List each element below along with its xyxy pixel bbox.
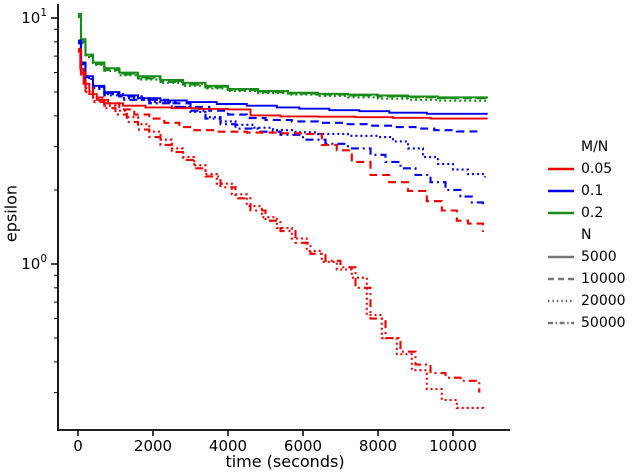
x-tick-label: 2000 xyxy=(134,437,172,455)
legend-line-swatch xyxy=(548,276,574,282)
legend-header-label: M/N xyxy=(581,139,609,155)
legend-item-label: 10000 xyxy=(581,271,626,287)
legend-item-label: 0.2 xyxy=(581,205,604,221)
legend-line-swatch xyxy=(548,188,574,194)
y-axis-label: epsilon xyxy=(1,184,21,243)
legend-line-swatch xyxy=(548,254,574,260)
legend-line-swatch xyxy=(548,166,574,172)
legend-line-swatch xyxy=(548,210,574,216)
legend-item-0-2: 0.2 xyxy=(548,202,638,224)
legend-item-label: 5000 xyxy=(581,249,617,265)
legend-line-swatch xyxy=(548,298,574,304)
legend-item-50000: 50000 xyxy=(548,312,638,334)
x-tick-label: 10000 xyxy=(429,437,477,455)
series-mn0.05-n20000 xyxy=(78,50,485,410)
legend-item-5000: 5000 xyxy=(548,246,638,268)
legend-item-10000: 10000 xyxy=(548,268,638,290)
legend-item-0-05: 0.05 xyxy=(548,158,638,180)
y-tick-label: 100 xyxy=(21,253,47,273)
series-mn0.1-n50000 xyxy=(78,42,485,207)
series-mn0.2-n50000 xyxy=(78,13,488,99)
x-axis-label: time (seconds) xyxy=(225,452,345,471)
legend-item-label: 0.1 xyxy=(581,183,604,199)
legend-item-label: 0.05 xyxy=(581,161,613,177)
x-tick-label: 6000 xyxy=(284,437,322,455)
legend-header-spacer xyxy=(548,144,574,150)
legend-header-label: N xyxy=(581,227,592,243)
x-tick-label: 4000 xyxy=(209,437,247,455)
legend-item-0-1: 0.1 xyxy=(548,180,638,202)
series-mn0.2-n5000 xyxy=(78,12,488,99)
series-mn0.1-n5000 xyxy=(78,39,488,115)
x-tick-label: 8000 xyxy=(359,437,397,455)
y-tick-label: 101 xyxy=(21,7,47,27)
series-mn0.2-n10000 xyxy=(78,14,488,100)
legend-group-header: N xyxy=(548,224,638,246)
legend: M/N 0.05 0.1 0.2 N 5000 10000 20000 50000 xyxy=(548,136,638,334)
legend-item-label: 20000 xyxy=(581,293,626,309)
series-mn0.1-n20000 xyxy=(78,42,486,178)
x-tick-label: 0 xyxy=(73,437,83,455)
legend-group-header: M/N xyxy=(548,136,638,158)
legend-item-label: 50000 xyxy=(581,315,626,331)
series-mn0.05-n5000 xyxy=(78,47,488,120)
series-mn0.05-n50000 xyxy=(78,50,481,393)
series-mn0.2-n20000 xyxy=(78,15,488,102)
legend-line-swatch xyxy=(548,320,574,326)
legend-header-spacer xyxy=(548,232,574,238)
legend-item-20000: 20000 xyxy=(548,290,638,312)
